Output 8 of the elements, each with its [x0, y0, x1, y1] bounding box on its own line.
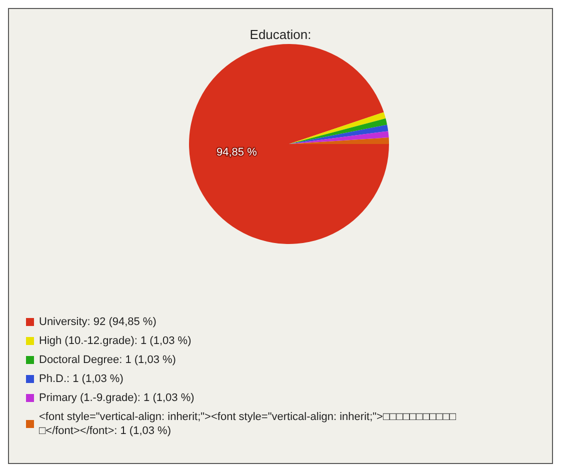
- data-label: 94,85 %: [216, 146, 258, 159]
- legend-label: High (10.-12.grade): 1 (1,03 %): [39, 335, 192, 347]
- legend-label: <font style="vertical-align: inherit;"><font style="vertical-align: inherit;">□□□□□□□□□□□□</font></font>: 1 (1,03 %): [39, 411, 456, 437]
- chart-title: Education:: [250, 27, 312, 42]
- legend-label: Primary (1.-9.grade): 1 (1,03 %): [39, 392, 194, 404]
- legend-label: University: 92 (94,85 %): [39, 316, 156, 328]
- legend-label: Doctoral Degree: 1 (1,03 %): [39, 354, 176, 366]
- legend-label: Ph.D.: 1 (1,03 %): [39, 373, 124, 385]
